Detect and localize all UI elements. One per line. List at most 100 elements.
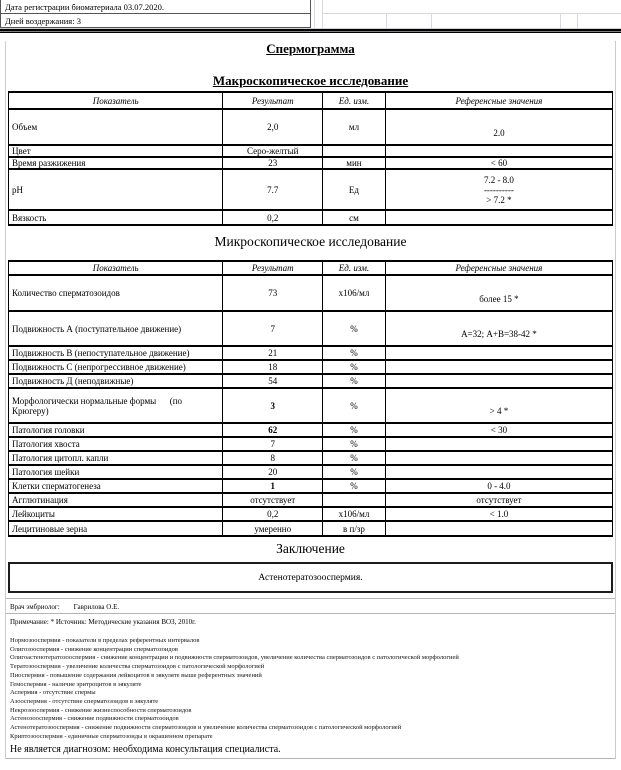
result-value: 73 xyxy=(222,274,324,312)
table-header-row: Показатель Результат Ед. изм. Референсны… xyxy=(7,260,614,276)
unit-value: x106/мл xyxy=(322,506,386,522)
ref-value: < 30 xyxy=(384,422,614,438)
header-cells: Дата регистрации биоматериала 03.07.2020… xyxy=(0,0,311,28)
result-value: 0,2 xyxy=(222,209,324,226)
param-name: Клетки сперматогенеза xyxy=(7,478,224,494)
ref-value xyxy=(384,144,614,158)
param-name: Подвижность С (непрогрессивное движение) xyxy=(7,359,224,375)
param-name: Время разжижения xyxy=(7,156,224,170)
table-row: Морфологически нормальные формы (по Крюг… xyxy=(7,387,614,424)
ref-value xyxy=(384,436,614,452)
unit-value: % xyxy=(322,359,386,375)
doctor-label: Врач эмбриолог: xyxy=(10,603,60,611)
param-name: Лейкоциты xyxy=(7,506,224,522)
ref-value: < 1.0 xyxy=(384,506,614,522)
table-row: Объем 2,0 мл 2.0 xyxy=(7,108,614,146)
ref-value xyxy=(384,450,614,466)
table-row: Лецитиновые зерна умеренно в п/зр xyxy=(7,520,614,537)
result-value: 8 xyxy=(222,450,324,466)
unit-value: в п/зр xyxy=(322,520,386,537)
unit-value: % xyxy=(322,310,386,347)
ref-value xyxy=(384,345,614,361)
ref-value xyxy=(384,209,614,226)
definition-item: Гемоспермия - наличие эритроцитов в эяку… xyxy=(10,680,142,688)
result-value: 18 xyxy=(222,359,324,375)
unit-value: мин xyxy=(322,156,386,170)
col-header-result: Результат xyxy=(222,260,324,276)
result-value: отсутствует xyxy=(222,492,324,508)
col-header-reference: Референсные значения xyxy=(384,260,614,276)
unit-value xyxy=(322,144,386,158)
table-row: Патология шейки 20% xyxy=(7,464,614,480)
param-name: Морфологически нормальные формы (по Крюг… xyxy=(7,387,224,424)
result-value: 21 xyxy=(222,345,324,361)
micro-table: Показатель Результат Ед. изм. Референсны… xyxy=(7,260,614,537)
unit-value: % xyxy=(322,436,386,452)
unit-value xyxy=(322,492,386,508)
table-row: Патология цитопл. капли 8% xyxy=(7,450,614,466)
col-header-parameter: Показатель xyxy=(7,91,224,110)
table-row: Время разжижения 23 мин < 60 xyxy=(7,156,614,170)
col-header-unit: Ед. изм. xyxy=(322,260,386,276)
param-name: pH xyxy=(7,168,224,211)
definition-item: Олигоастенотератозооспермия - снижение к… xyxy=(10,654,459,662)
doctor-name: Гаврилова О.Е. xyxy=(73,603,120,611)
doctor-row: Врач эмбриолог: Гаврилова О.Е. xyxy=(6,599,615,614)
table-row: Подвижность В (непоступательное движение… xyxy=(7,345,614,361)
definition-item: Астенозооспермия - снижение подвижности … xyxy=(10,715,179,723)
result-value: 54 xyxy=(222,373,324,389)
definition-item: Некрозооспермия - снижение жизнеспособно… xyxy=(10,706,192,714)
conclusion-box: Астенотератозооспермия. xyxy=(8,562,613,593)
table-header-row: Показатель Результат Ед. изм. Референсны… xyxy=(7,91,614,110)
result-value: 7 xyxy=(222,310,324,347)
unit-value: % xyxy=(322,345,386,361)
report-body: Спермограмма Макроскопическое исследован… xyxy=(5,41,616,760)
result-value: 23 xyxy=(222,156,324,170)
macro-section-title: Макроскопическое исследование xyxy=(212,73,409,88)
ref-value: < 60 xyxy=(384,156,614,170)
table-row: Патология головки 62% < 30 xyxy=(7,422,614,438)
ref-value xyxy=(384,520,614,537)
result-value: 2,0 xyxy=(222,108,324,146)
ref-value xyxy=(384,464,614,480)
param-name: Агглютинация xyxy=(7,492,224,508)
col-header-reference: Референсные значения xyxy=(384,91,614,110)
result-value: 62 xyxy=(222,422,324,438)
definition-item: Аспермия - отсутствие спермы xyxy=(10,689,96,697)
table-row: Клетки сперматогенеза 1% 0 - 4.0 xyxy=(7,478,614,494)
source-note: Примечание: * Источник: Методические ука… xyxy=(10,618,196,626)
table-row: Лейкоциты 0,2 x106/мл < 1.0 xyxy=(7,506,614,522)
result-value: 1 xyxy=(222,478,324,494)
table-row: Подвижность А (поступательное движение) 7… xyxy=(7,310,614,347)
col-header-unit: Ед. изм. xyxy=(322,91,386,110)
unit-value: % xyxy=(322,450,386,466)
param-name: Цвет xyxy=(7,144,224,158)
ref-value: 7.2 - 8.0 ---------- > 7.2 * xyxy=(384,168,614,211)
param-name: Патология головки xyxy=(7,422,224,438)
table-row: Вязкость 0,2 см xyxy=(7,209,614,226)
definition-item: Олигозооспермия - снижение концентрации … xyxy=(10,645,178,653)
ref-value xyxy=(384,359,614,375)
unit-value: % xyxy=(322,478,386,494)
ref-value: 0 - 4.0 xyxy=(384,478,614,494)
definition-item: Пиоспермия - повышение содержания лейкоц… xyxy=(10,671,262,679)
footnotes-block: Врач эмбриолог: Гаврилова О.Е. Примечание… xyxy=(6,598,615,760)
result-value: 7.7 xyxy=(222,168,324,211)
ref-value: отсутствует xyxy=(384,492,614,508)
registration-date-line: Дата регистрации биоматериала 03.07.2020… xyxy=(0,0,311,14)
macro-table: Показатель Результат Ед. изм. Референсны… xyxy=(7,91,614,226)
result-value: умеренно xyxy=(222,520,324,537)
conclusion-section-title: Заключение xyxy=(276,541,345,556)
col-header-result: Результат xyxy=(222,91,324,110)
definition-item: Нормозооспермия - показатели в пределах … xyxy=(10,637,200,644)
param-name: Подвижность В (непоступательное движение… xyxy=(7,345,224,361)
unit-value: % xyxy=(322,464,386,480)
unit-value: % xyxy=(322,422,386,438)
param-name: Подвижность Д (неподвижные) xyxy=(7,373,224,389)
param-name: Патология шейки xyxy=(7,464,224,480)
terminology-list: Нормозооспермия - показатели в пределах … xyxy=(6,628,615,742)
param-name: Количество сперматозоидов xyxy=(7,274,224,312)
definition-item: Азооспермия - отсутствие сперматозоидов … xyxy=(10,697,159,705)
definition-item: Тератозооспермия - увеличение количества… xyxy=(10,663,265,671)
result-value: 7 xyxy=(222,436,324,452)
